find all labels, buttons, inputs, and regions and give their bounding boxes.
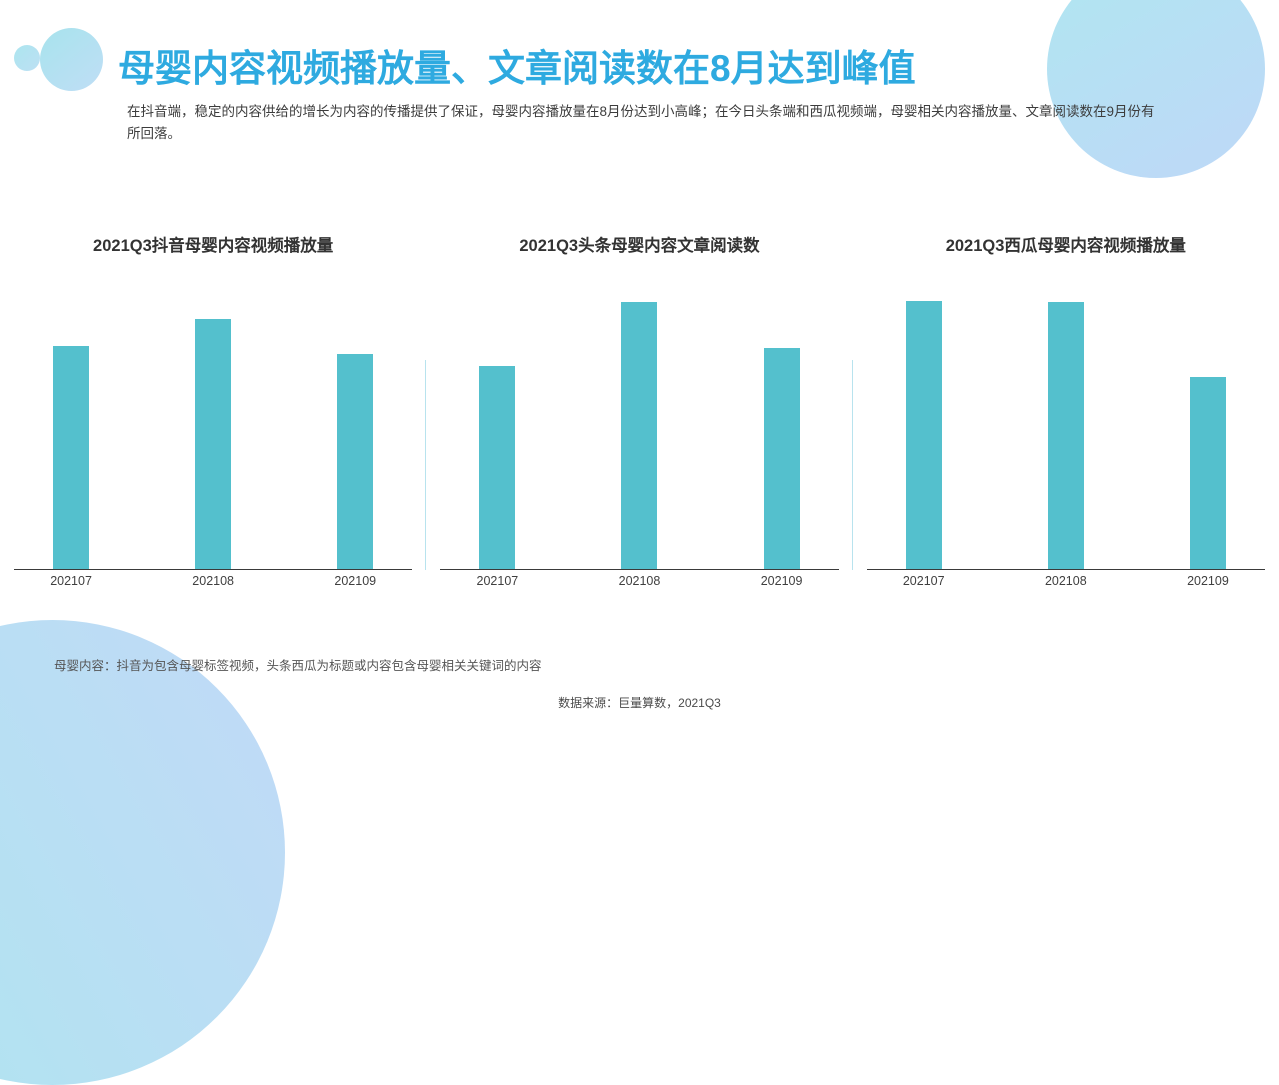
x-tick-label: 202108 bbox=[1044, 574, 1087, 588]
x-tick-label: 202108 bbox=[192, 574, 235, 588]
panel-divider bbox=[851, 360, 853, 570]
chart-title: 2021Q3西瓜母婴内容视频播放量 bbox=[945, 237, 1186, 255]
x-tick-label: 202109 bbox=[760, 574, 803, 588]
panel-divider bbox=[425, 360, 427, 570]
bar[interactable] bbox=[621, 302, 658, 570]
x-tick-label: 202107 bbox=[902, 574, 945, 588]
decorative-circle-top-right bbox=[1047, 0, 1265, 178]
x-axis-line bbox=[440, 568, 839, 570]
x-tick-label: 202109 bbox=[334, 574, 377, 588]
bar-slot bbox=[426, 280, 568, 570]
bar[interactable] bbox=[905, 301, 942, 570]
bar[interactable] bbox=[1047, 302, 1084, 570]
x-tick-label: 202107 bbox=[50, 574, 92, 588]
bar-group bbox=[426, 280, 852, 570]
bar-slot bbox=[711, 280, 853, 570]
bar[interactable] bbox=[53, 346, 90, 570]
chart-panel-toutiao: 2021Q3头条母婴内容文章阅读数 202107 202108 202109 bbox=[426, 232, 853, 602]
x-tick-label: 202107 bbox=[476, 574, 519, 588]
chart-title: 2021Q3头条母婴内容文章阅读数 bbox=[519, 237, 760, 255]
chart-title: 2021Q3抖音母婴内容视频播放量 bbox=[93, 237, 334, 255]
x-axis-tick-labels: 202107 202108 202109 bbox=[0, 574, 426, 588]
x-axis-tick-labels: 202107 202108 202109 bbox=[853, 574, 1279, 588]
x-axis-tick-labels: 202107 202108 202109 bbox=[426, 574, 852, 588]
bar-slot bbox=[284, 280, 426, 570]
source-note: 数据来源：巨量算数，2021Q3 bbox=[558, 696, 721, 710]
footnote: 母婴内容：抖音为包含母婴标签视频，头条西瓜为标题或内容包含母婴相关关键词的内容 bbox=[54, 659, 542, 673]
decorative-circle-bottom-left bbox=[0, 620, 285, 1085]
bar-group bbox=[853, 280, 1279, 570]
bar[interactable] bbox=[337, 354, 374, 570]
bar[interactable] bbox=[195, 319, 232, 570]
page-subtitle: 在抖音端，稳定的内容供给的增长为内容的传播提供了保证，母婴内容播放量在8月份达到… bbox=[127, 104, 1155, 141]
x-tick-label: 202109 bbox=[1187, 574, 1229, 588]
x-axis-line bbox=[866, 568, 1265, 570]
plot-area bbox=[0, 280, 426, 570]
plot-area bbox=[853, 280, 1279, 570]
bar-slot bbox=[853, 280, 995, 570]
bar[interactable] bbox=[1189, 377, 1226, 570]
bar-slot bbox=[142, 280, 284, 570]
x-axis-line bbox=[14, 568, 413, 570]
bar-slot bbox=[1137, 280, 1279, 570]
plot-area bbox=[426, 280, 852, 570]
chart-panel-douyin: 2021Q3抖音母婴内容视频播放量 202107 202108 202109 bbox=[0, 232, 427, 602]
chart-panel-xigua: 2021Q3西瓜母婴内容视频播放量 202107 202108 202109 bbox=[853, 232, 1279, 602]
decorative-circle-large bbox=[40, 28, 103, 91]
bar-slot bbox=[995, 280, 1137, 570]
page-title: 母婴内容视频播放量、文章阅读数在8月达到峰值 bbox=[118, 48, 916, 89]
bar-group bbox=[0, 280, 426, 570]
decorative-circle-small bbox=[14, 45, 40, 71]
x-tick-label: 202108 bbox=[618, 574, 661, 588]
bar[interactable] bbox=[763, 348, 800, 570]
bar-slot bbox=[0, 280, 142, 570]
bar-slot bbox=[568, 280, 710, 570]
charts-row: 2021Q3抖音母婴内容视频播放量 202107 202108 202109 bbox=[0, 232, 1279, 602]
bar[interactable] bbox=[479, 366, 516, 570]
